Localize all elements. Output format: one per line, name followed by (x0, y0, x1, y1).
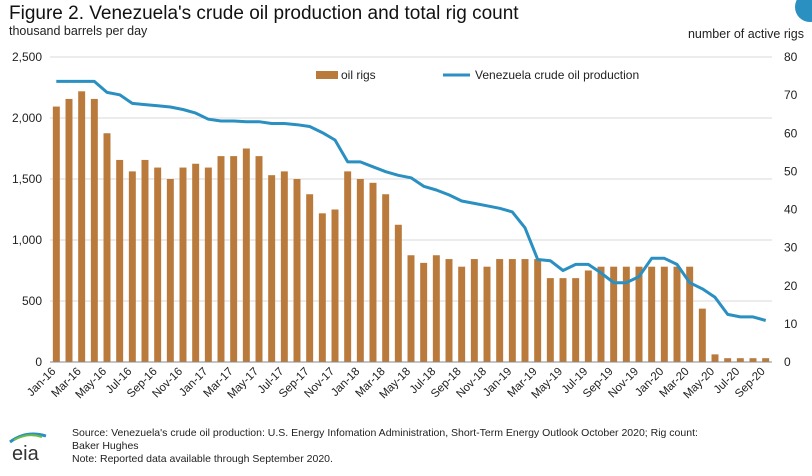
source-line-2: Baker Hughes (72, 440, 139, 452)
legend-label-production: Venezuela crude oil production (475, 68, 639, 82)
rig-bar (382, 194, 390, 362)
left-axis-tick-label: 2,000 (12, 111, 42, 125)
left-axis-tick-label: 1,500 (12, 172, 42, 186)
rig-bar (293, 179, 301, 362)
rig-bar (154, 167, 162, 362)
rig-bar (394, 224, 402, 362)
right-axis-tick-label: 40 (784, 203, 798, 217)
rig-bar (749, 358, 757, 362)
rig-bar (546, 278, 554, 362)
production-line-layer (56, 79, 767, 322)
rig-bar (268, 175, 276, 362)
rig-bar (711, 354, 719, 362)
rig-bar (407, 255, 415, 362)
rig-bar (116, 159, 124, 362)
rig-bar (762, 358, 770, 362)
right-axis-tick-label: 60 (784, 126, 798, 140)
legend-label-rigs: oil rigs (341, 68, 376, 82)
rig-bar (534, 259, 542, 362)
right-axis-tick-label: 10 (784, 317, 798, 331)
rig-bar (736, 358, 744, 362)
rig-bar (420, 262, 428, 362)
right-axis-tick-label: 50 (784, 164, 798, 178)
rig-bar (660, 266, 668, 362)
right-axis-tick-label: 20 (784, 279, 798, 293)
rig-bar (103, 133, 111, 362)
rig-bar (521, 259, 529, 362)
rig-bar (141, 159, 149, 362)
corner-badge-icon (795, 0, 812, 22)
rig-bar (597, 266, 605, 362)
rig-bar (610, 266, 618, 362)
rig-bar (179, 167, 187, 362)
right-axis-tick-label: 0 (784, 355, 791, 369)
right-axis-unit: number of active rigs (687, 27, 804, 41)
rig-bar (432, 255, 440, 362)
rig-bar (280, 171, 288, 362)
rig-bar (78, 91, 86, 362)
chart-canvas: 0 500 1,000 1,500 2,000 2,500 0 10 20 30 40 50 60 70 8… (12, 50, 798, 401)
rig-bars (52, 91, 770, 362)
rig-bar (622, 266, 630, 362)
right-axis-tick-label: 70 (784, 88, 798, 102)
rig-bar (128, 171, 136, 362)
rig-bar (255, 156, 263, 362)
left-axis-tick-label: 2,500 (12, 50, 42, 64)
eia-logo-text: eia (12, 443, 40, 465)
rig-bar (52, 106, 60, 362)
left-axis-unit: thousand barrels per day (9, 24, 148, 38)
rig-bar (559, 278, 567, 362)
rig-bar (648, 266, 656, 362)
rig-bar (572, 278, 580, 362)
source-line-1: Source: Venezuela's crude oil production… (72, 427, 698, 439)
rig-bar (483, 266, 491, 362)
note-line: Note: Reported data available through Se… (72, 453, 333, 465)
rig-bar (724, 358, 732, 362)
rig-bar (318, 213, 326, 362)
legend-swatch-rigs (316, 71, 338, 79)
chart-title: Figure 2. Venezuela's crude oil producti… (9, 3, 519, 24)
rig-bar (230, 156, 238, 362)
rig-bar (496, 259, 504, 362)
rig-bar (166, 179, 174, 362)
rig-bar (635, 266, 643, 362)
rig-bar (470, 259, 478, 362)
rig-bar (584, 270, 592, 362)
rig-bar (508, 259, 516, 362)
rig-bar (356, 179, 364, 362)
rig-bar (65, 98, 73, 362)
left-axis-tick-label: 500 (22, 294, 42, 308)
rig-bar (698, 308, 706, 362)
rig-bar (192, 163, 200, 362)
eia-logo-icon: eia (9, 432, 47, 465)
right-axis-tick-label: 30 (784, 241, 798, 255)
rig-bar (686, 266, 694, 362)
legend: oil rigs Venezuela crude oil production (316, 68, 639, 82)
rig-bar (242, 148, 250, 362)
rig-bar (331, 209, 339, 362)
rig-bar (306, 194, 314, 362)
rig-bar (90, 98, 98, 362)
footer: Source: Venezuela's crude oil production… (72, 427, 792, 466)
left-axis-tick-label: 1,000 (12, 233, 42, 247)
left-axis-tick-label: 0 (35, 355, 42, 369)
rig-bar (344, 171, 352, 362)
production-line (56, 79, 767, 322)
right-axis-tick-label: 80 (784, 50, 798, 64)
rig-bar (217, 156, 225, 362)
rig-bar (369, 182, 377, 362)
rig-bar (458, 266, 466, 362)
rig-bar (673, 266, 681, 362)
rig-bar (204, 167, 212, 362)
rig-bar (445, 259, 453, 362)
